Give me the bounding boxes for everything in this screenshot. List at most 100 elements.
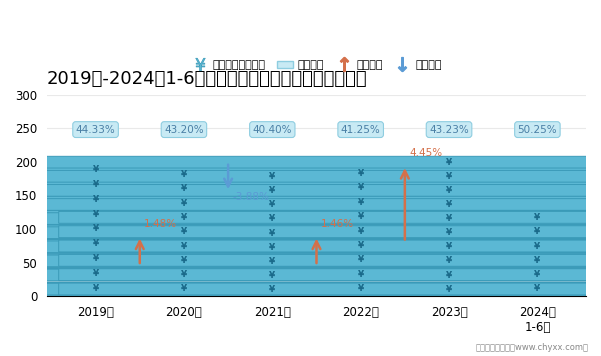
FancyBboxPatch shape (0, 182, 601, 194)
FancyBboxPatch shape (0, 255, 601, 267)
FancyBboxPatch shape (0, 269, 601, 281)
FancyBboxPatch shape (0, 269, 601, 281)
FancyBboxPatch shape (0, 199, 601, 211)
Text: ¥: ¥ (446, 200, 452, 209)
FancyBboxPatch shape (59, 269, 601, 281)
Text: ¥: ¥ (534, 213, 540, 222)
Text: ¥: ¥ (534, 270, 540, 279)
Text: ¥: ¥ (534, 256, 540, 265)
Text: ¥: ¥ (534, 241, 540, 251)
Text: 43.23%: 43.23% (429, 125, 469, 135)
FancyBboxPatch shape (0, 240, 601, 251)
Text: ¥: ¥ (93, 180, 99, 189)
Text: -3.88%: -3.88% (233, 192, 269, 202)
FancyBboxPatch shape (0, 184, 601, 196)
Text: ¥: ¥ (181, 199, 187, 208)
Text: ¥: ¥ (446, 172, 452, 181)
Text: ¥: ¥ (93, 269, 99, 278)
FancyBboxPatch shape (0, 227, 601, 239)
Text: ¥: ¥ (358, 212, 364, 221)
Text: ¥: ¥ (446, 228, 452, 237)
FancyBboxPatch shape (0, 171, 601, 183)
Text: ¥: ¥ (93, 210, 99, 219)
Text: ¥: ¥ (358, 169, 364, 178)
Text: ¥: ¥ (269, 200, 275, 209)
FancyBboxPatch shape (0, 255, 601, 267)
FancyBboxPatch shape (0, 283, 601, 295)
FancyBboxPatch shape (0, 223, 594, 235)
Text: ¥: ¥ (269, 187, 275, 195)
Text: ¥: ¥ (269, 172, 275, 182)
Text: ¥: ¥ (358, 183, 364, 192)
Text: ¥: ¥ (358, 226, 364, 236)
Text: ¥: ¥ (93, 254, 99, 263)
Text: 2019年-2024年1-6月海南省累计原保险保费收入统计图: 2019年-2024年1-6月海南省累计原保险保费收入统计图 (47, 69, 368, 88)
Text: ¥: ¥ (93, 165, 99, 174)
FancyBboxPatch shape (0, 167, 601, 179)
FancyBboxPatch shape (0, 227, 601, 239)
FancyBboxPatch shape (0, 197, 601, 209)
Text: 制图：智研咨询（www.chyxx.com）: 制图：智研咨询（www.chyxx.com） (476, 344, 589, 352)
Text: ¥: ¥ (446, 271, 452, 279)
FancyBboxPatch shape (0, 268, 594, 280)
Text: ¥: ¥ (181, 184, 187, 193)
Text: ¥: ¥ (358, 198, 364, 206)
Text: ¥: ¥ (181, 241, 187, 251)
Text: ¥: ¥ (446, 242, 452, 251)
Text: 41.25%: 41.25% (341, 125, 380, 135)
FancyBboxPatch shape (0, 269, 601, 281)
Text: ¥: ¥ (93, 195, 99, 204)
FancyBboxPatch shape (0, 241, 601, 253)
Text: ¥: ¥ (93, 284, 99, 293)
FancyBboxPatch shape (0, 268, 601, 281)
Text: ¥: ¥ (358, 284, 364, 293)
FancyBboxPatch shape (0, 208, 594, 220)
Text: ¥: ¥ (446, 158, 452, 167)
FancyBboxPatch shape (0, 183, 601, 195)
Text: ¥: ¥ (269, 229, 275, 237)
Text: ¥: ¥ (446, 284, 452, 294)
Text: ¥: ¥ (269, 257, 275, 266)
FancyBboxPatch shape (0, 210, 601, 222)
Text: 40.40%: 40.40% (252, 125, 292, 135)
FancyBboxPatch shape (0, 283, 601, 295)
Legend: 累计保费（亿元）, 寿险占比, 同比增加, 同比减少: 累计保费（亿元）, 寿险占比, 同比增加, 同比减少 (187, 56, 446, 75)
Text: ¥: ¥ (181, 170, 187, 179)
Text: ¥: ¥ (181, 284, 187, 293)
Text: ¥: ¥ (269, 285, 275, 294)
FancyBboxPatch shape (59, 255, 601, 266)
Text: ¥: ¥ (181, 270, 187, 279)
Text: 50.25%: 50.25% (517, 125, 557, 135)
Text: ¥: ¥ (181, 227, 187, 236)
FancyBboxPatch shape (0, 283, 594, 295)
FancyBboxPatch shape (59, 283, 601, 295)
Text: ¥: ¥ (446, 186, 452, 195)
Text: ¥: ¥ (93, 225, 99, 234)
FancyBboxPatch shape (0, 255, 601, 266)
Text: 1.46%: 1.46% (321, 219, 354, 229)
Text: ¥: ¥ (446, 256, 452, 265)
FancyBboxPatch shape (0, 283, 601, 295)
Text: ¥: ¥ (269, 242, 275, 252)
Text: 1.48%: 1.48% (144, 219, 177, 229)
FancyBboxPatch shape (0, 213, 601, 224)
Text: ¥: ¥ (534, 284, 540, 293)
FancyBboxPatch shape (59, 226, 601, 237)
FancyBboxPatch shape (0, 240, 601, 252)
Text: ¥: ¥ (93, 240, 99, 248)
FancyBboxPatch shape (0, 254, 601, 266)
Text: ¥: ¥ (181, 213, 187, 222)
FancyBboxPatch shape (0, 185, 601, 197)
FancyBboxPatch shape (0, 225, 601, 237)
FancyBboxPatch shape (59, 240, 601, 252)
FancyBboxPatch shape (0, 238, 594, 250)
Text: ¥: ¥ (181, 256, 187, 265)
FancyBboxPatch shape (0, 253, 594, 265)
Text: ¥: ¥ (358, 241, 364, 250)
FancyBboxPatch shape (0, 171, 601, 182)
FancyBboxPatch shape (0, 199, 601, 210)
Text: ¥: ¥ (358, 270, 364, 279)
FancyBboxPatch shape (0, 178, 594, 190)
FancyBboxPatch shape (0, 156, 601, 168)
Text: ¥: ¥ (358, 256, 364, 265)
